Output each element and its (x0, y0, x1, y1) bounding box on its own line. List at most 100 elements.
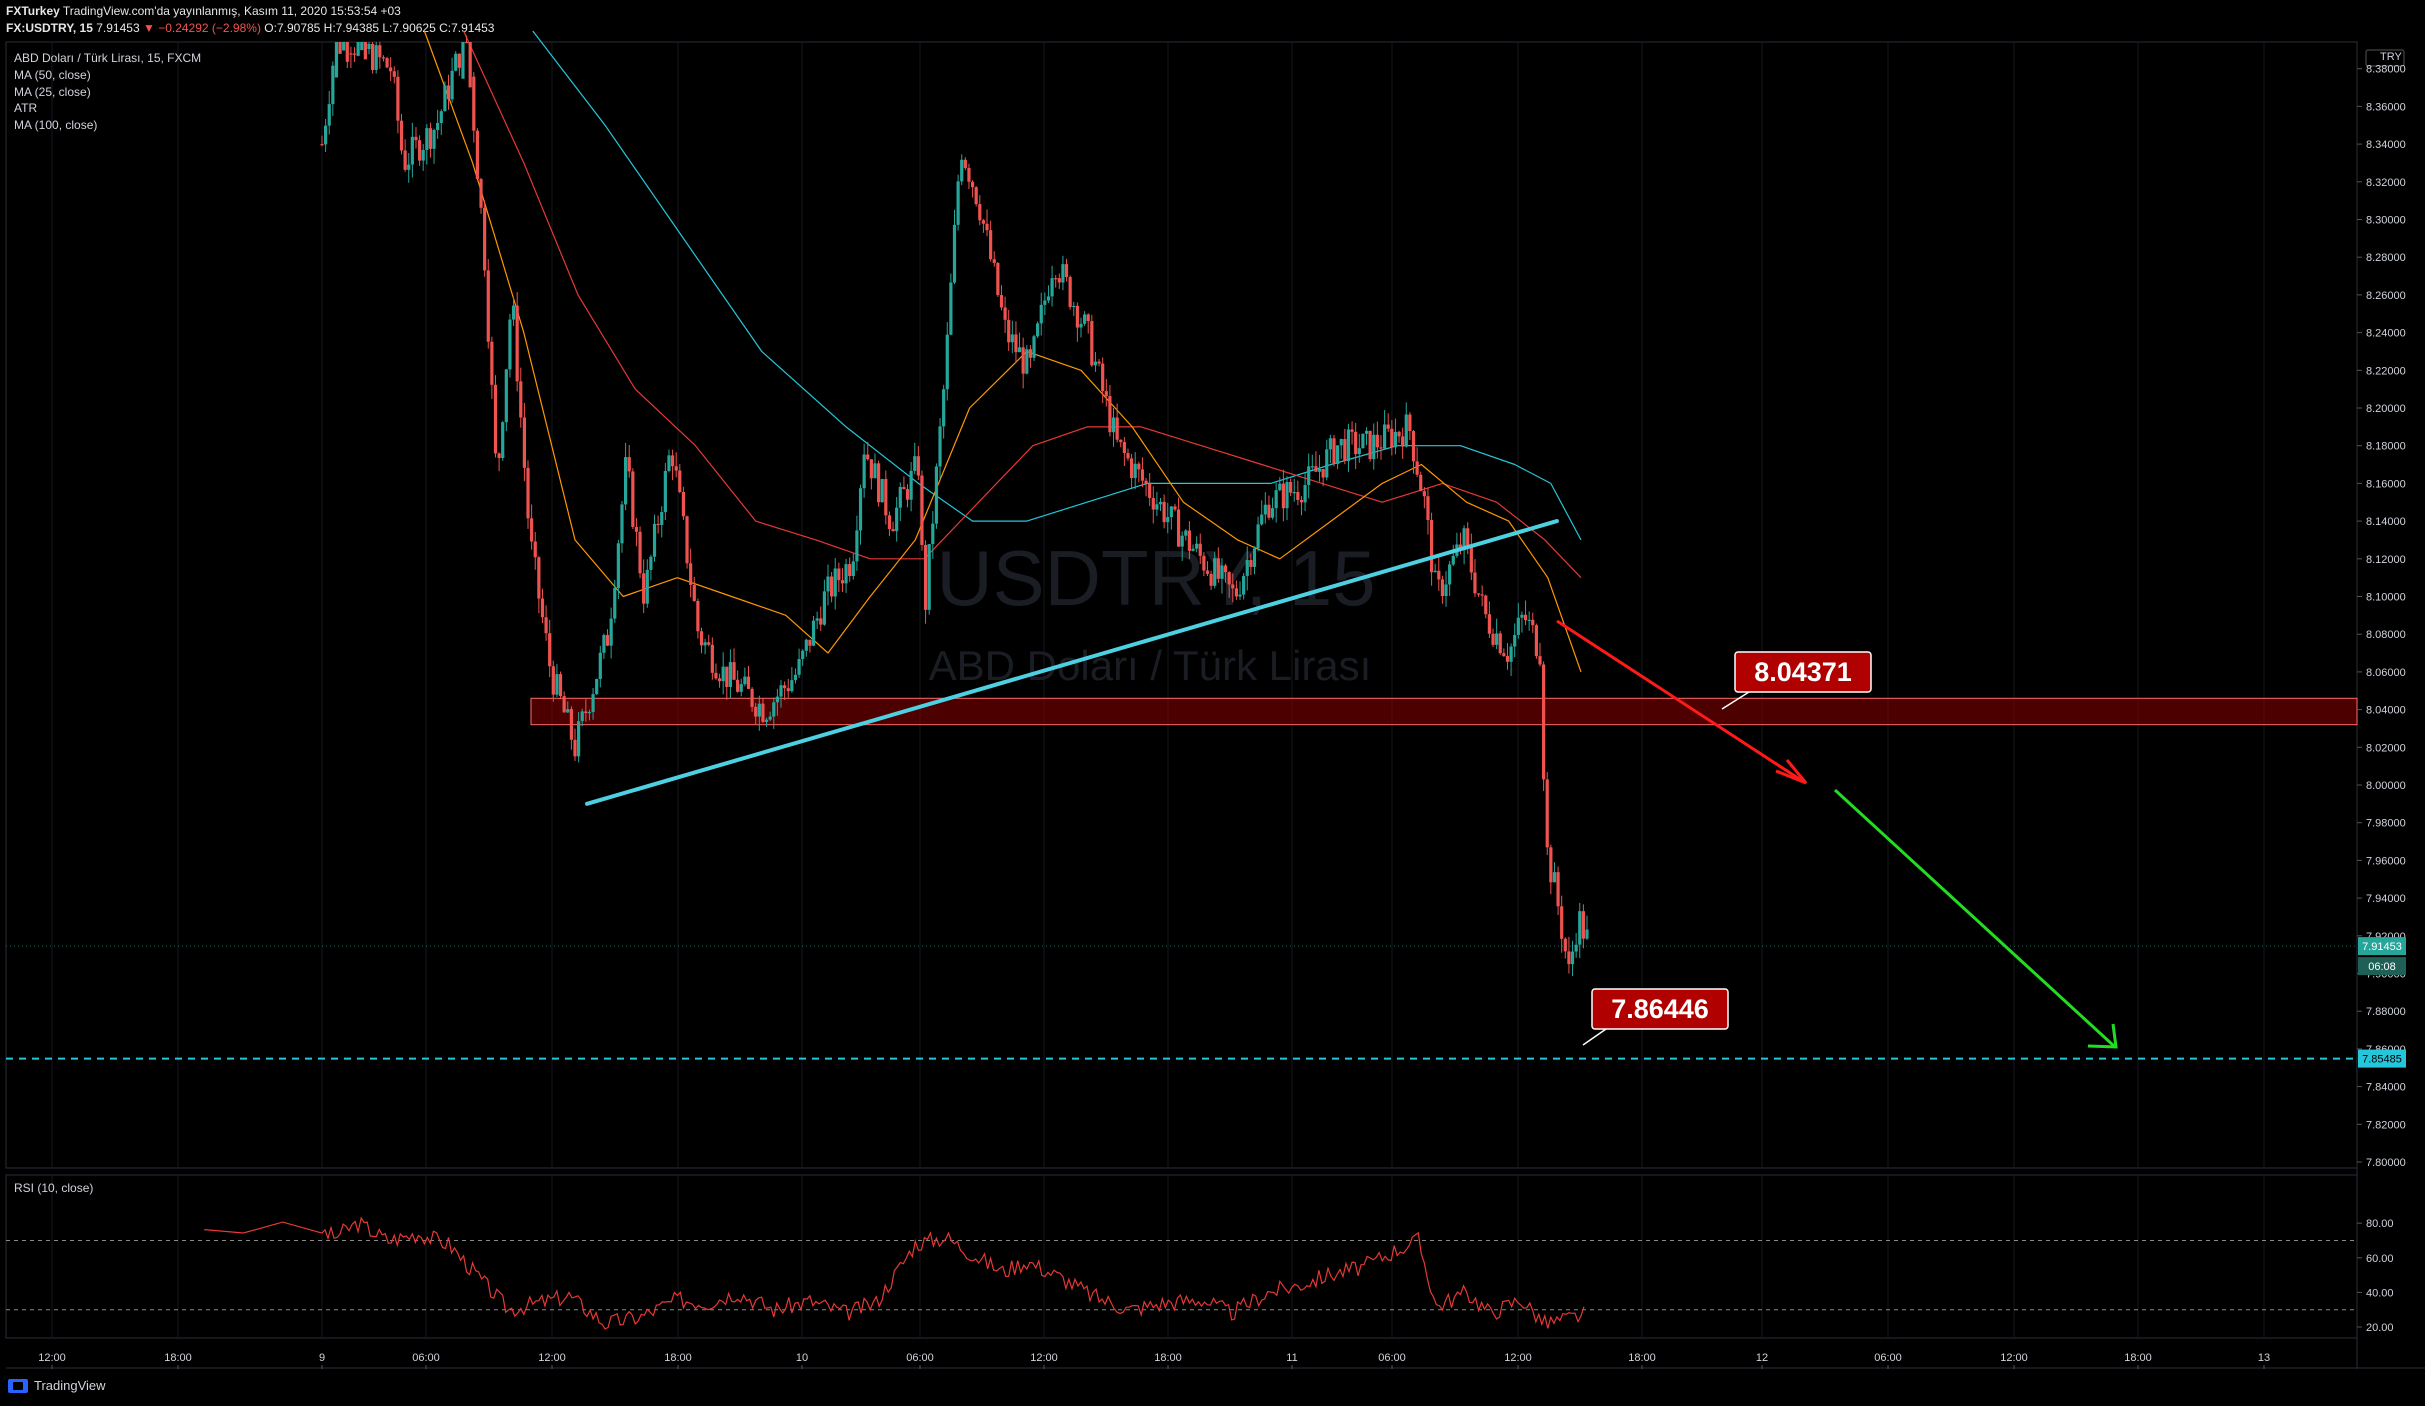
candle-body (710, 644, 714, 673)
rsi-pane[interactable] (5, 1174, 2358, 1339)
symbol-label[interactable]: FX:USDTRY, 15 (6, 21, 93, 35)
candle-body (1166, 517, 1170, 523)
candle-body (876, 463, 881, 503)
candle-body (1581, 911, 1585, 939)
candle-body (483, 207, 487, 271)
price-tick-label: 8.16000 (2366, 478, 2406, 490)
candle-body (981, 220, 986, 224)
callout-7-86446-box[interactable] (1591, 988, 1729, 1030)
legend-ma50[interactable]: MA (50, close) (14, 67, 91, 82)
candle-body (461, 42, 465, 79)
candle-body (1440, 579, 1445, 597)
candle-body (833, 568, 837, 597)
legend-atr[interactable]: ATR (14, 101, 38, 116)
candle-body (1191, 548, 1195, 551)
support-zone[interactable] (530, 697, 2358, 726)
candle-body (1393, 431, 1398, 448)
candle-body (801, 650, 805, 660)
candle-body (949, 282, 953, 335)
candle-body (414, 136, 418, 141)
legend-title[interactable]: ABD Doları / Türk Lirası, 15, FXCM (14, 51, 202, 65)
candle-body (1361, 433, 1365, 449)
candle-body (1437, 570, 1441, 580)
callout-8-04371-text: 8.04371 (1754, 657, 1852, 687)
candle-body (634, 526, 639, 532)
callout-8-04371-box[interactable] (1734, 651, 1872, 693)
candle-body (1046, 296, 1051, 301)
candle-body (779, 685, 783, 697)
candle-body (978, 204, 982, 221)
candle-body (696, 601, 700, 632)
price-change: ▼ −0.24292 (−2.98%) (142, 21, 261, 35)
chart-header: FXTurkey TradingView.com'da yayınlanmış,… (0, 0, 2425, 42)
publisher-name[interactable]: FXTurkey (6, 4, 60, 18)
candle-body (1227, 572, 1231, 585)
candle-body (898, 487, 902, 508)
candle-body (1148, 483, 1152, 498)
candle-body (360, 42, 364, 51)
candle-body (1444, 584, 1448, 597)
candle-body (1314, 466, 1318, 472)
candle-body (1448, 564, 1452, 585)
main-pane[interactable] (5, 41, 2358, 1169)
legend-ma100[interactable]: MA (100, close) (14, 118, 98, 133)
candle-body (1476, 593, 1481, 595)
time-tick-label: 18:00 (1628, 1352, 1656, 1364)
candle-body (775, 696, 779, 703)
time-tick-label: 9 (319, 1352, 325, 1364)
currency-box[interactable] (2365, 49, 2405, 67)
time-tick-label: 12:00 (1030, 1352, 1058, 1364)
brand-label: TradingView (34, 1378, 106, 1393)
candle-body (334, 42, 339, 78)
price-tick-label: 8.32000 (2366, 177, 2406, 189)
candle-body (869, 459, 873, 479)
candle-body (1368, 430, 1372, 460)
candle-body (425, 128, 429, 150)
candle-body (392, 71, 396, 77)
red-arrow-head (1775, 759, 1808, 785)
candle-body (1520, 614, 1524, 618)
candle-body (338, 42, 342, 54)
candle-body (533, 541, 537, 558)
green-arrow-shaft[interactable] (1833, 788, 2116, 1048)
candle-body (1451, 555, 1455, 565)
last-price-text: 7.91453 (2362, 941, 2402, 953)
candle-body (1299, 499, 1304, 503)
candle-body (352, 53, 357, 55)
tradingview-logo[interactable]: TradingView (8, 1378, 106, 1393)
candle-body (417, 140, 422, 161)
candle-body (1292, 492, 1296, 494)
last-price-badge (2358, 937, 2406, 956)
legend-ma25[interactable]: MA (25, close) (14, 84, 91, 99)
red-arrow-shaft[interactable] (1556, 619, 1805, 784)
candle-body (421, 149, 425, 161)
candle-body (887, 515, 892, 529)
last-price-label: 7.91453 (96, 21, 140, 35)
candle-body (1010, 334, 1014, 343)
candle-body (685, 516, 689, 564)
candle-body (1303, 485, 1307, 503)
watermark-symbol: USDTRY, 15 (936, 534, 1375, 622)
candle-body (324, 125, 328, 145)
callout-7-86446-text: 7.86446 (1611, 994, 1709, 1024)
candle-body (678, 470, 682, 492)
countdown-badge (2358, 957, 2406, 976)
candle-body (974, 187, 978, 205)
candle-body (370, 43, 375, 70)
rsi-legend[interactable]: RSI (10, close) (14, 1181, 94, 1195)
candle-body (403, 150, 407, 170)
candle-body (725, 666, 729, 687)
chart-footer (0, 1369, 2425, 1406)
candle-body (913, 456, 917, 471)
candle-body (432, 129, 436, 149)
candle-body (548, 633, 552, 667)
candle-body (591, 694, 595, 713)
candle-body (349, 53, 353, 55)
trendline[interactable] (585, 519, 1559, 806)
time-tick-label: 18:00 (164, 1352, 192, 1364)
callout-8-04371-pointer (1721, 691, 1750, 710)
candle-body (1509, 646, 1513, 662)
price-tick-label: 8.04000 (2366, 705, 2406, 717)
price-tick-label: 7.88000 (2366, 1006, 2406, 1018)
